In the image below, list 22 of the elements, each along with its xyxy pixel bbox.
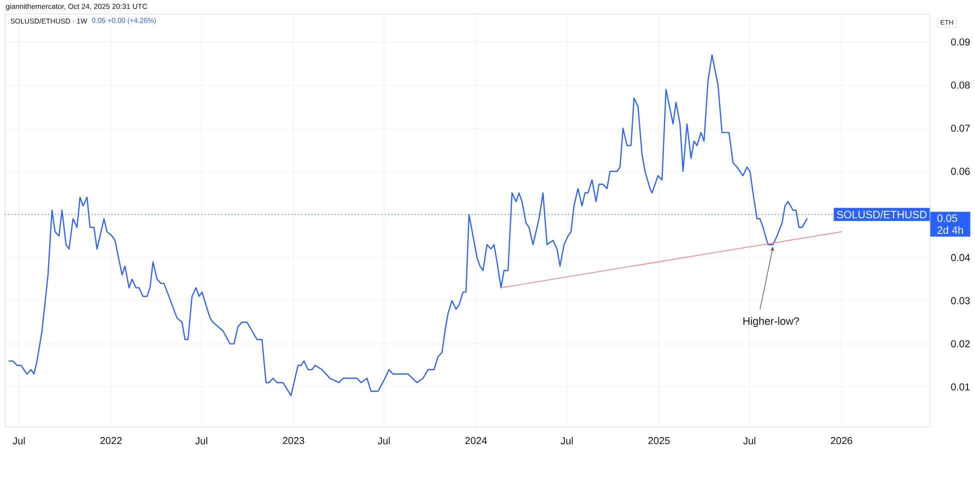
x-tick-label: Jul bbox=[743, 437, 756, 444]
y-tick-label: 0.06 bbox=[951, 168, 970, 175]
x-tick-label: 2026 bbox=[830, 437, 852, 444]
y-tick-label: 0.01 bbox=[951, 383, 970, 390]
y-tick-label: 0.04 bbox=[951, 254, 970, 262]
x-tick-label: 2024 bbox=[465, 437, 487, 444]
text: 0.05 bbox=[937, 214, 958, 222]
x-tick-label: Jul bbox=[195, 437, 208, 444]
x-tick-label: 2022 bbox=[100, 437, 122, 444]
annotation: Higher-low? bbox=[743, 317, 800, 327]
ref-line-label: SOLUSD/ETHUSD bbox=[836, 210, 927, 218]
x-tick-label: Jul bbox=[560, 437, 573, 444]
y-tick-label: 0.03 bbox=[951, 297, 970, 304]
y-tick-label: 0.07 bbox=[951, 124, 970, 132]
x-tick-label: Jul bbox=[12, 437, 25, 444]
y-tick-label: 0.02 bbox=[951, 340, 970, 348]
x-tick-label: Jul bbox=[378, 437, 390, 444]
x-tick-label: 2023 bbox=[282, 437, 304, 444]
text: 2d 4h bbox=[937, 226, 963, 234]
x-tick-label: 2025 bbox=[648, 437, 670, 444]
y-tick-label: 0.08 bbox=[951, 82, 970, 89]
y-tick-label: 0.09 bbox=[951, 38, 970, 46]
